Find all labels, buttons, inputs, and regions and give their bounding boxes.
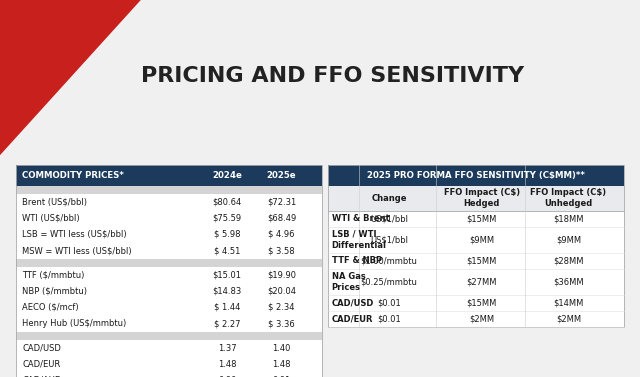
Text: $9MM: $9MM — [556, 235, 581, 244]
Text: 1.40: 1.40 — [273, 344, 291, 352]
Bar — [16, 340, 322, 356]
Text: CAD/USD: CAD/USD — [22, 344, 61, 352]
Text: TTF & NBP: TTF & NBP — [332, 256, 381, 265]
Text: $19.90: $19.90 — [267, 271, 296, 280]
Bar — [328, 227, 624, 253]
Text: $14.83: $14.83 — [212, 287, 242, 296]
Text: Brent (US$/bbl): Brent (US$/bbl) — [22, 198, 88, 207]
Text: FFO Impact (C$)
Unhedged: FFO Impact (C$) Unhedged — [531, 188, 606, 208]
Text: $0.01: $0.01 — [377, 314, 401, 323]
Text: $15MM: $15MM — [467, 298, 497, 307]
Bar — [328, 165, 624, 327]
Text: $15MM: $15MM — [467, 215, 497, 224]
Bar — [16, 372, 322, 377]
Text: 0.91: 0.91 — [273, 376, 291, 377]
Text: $ 3.36: $ 3.36 — [268, 319, 295, 328]
Text: 0.90: 0.90 — [218, 376, 236, 377]
Bar — [16, 242, 322, 259]
Text: NA Gas
Prices: NA Gas Prices — [332, 272, 365, 292]
Text: $2MM: $2MM — [469, 314, 495, 323]
Text: $15MM: $15MM — [467, 256, 497, 265]
Text: LSB = WTI less (US$/bbl): LSB = WTI less (US$/bbl) — [22, 230, 127, 239]
Text: US$1/bbl: US$1/bbl — [370, 235, 408, 244]
Bar — [16, 165, 322, 185]
Text: $ 2.34: $ 2.34 — [268, 303, 295, 312]
Bar — [328, 253, 624, 269]
Text: NBP ($/mmbtu): NBP ($/mmbtu) — [22, 287, 88, 296]
Bar — [16, 299, 322, 316]
Text: $36MM: $36MM — [553, 277, 584, 287]
Polygon shape — [0, 0, 141, 155]
Bar — [328, 311, 624, 327]
Text: $27MM: $27MM — [467, 277, 497, 287]
Bar — [16, 283, 322, 299]
Text: Henry Hub (US$/mmbtu): Henry Hub (US$/mmbtu) — [22, 319, 127, 328]
Text: $ 3.58: $ 3.58 — [268, 246, 295, 255]
Text: 1.37: 1.37 — [218, 344, 237, 352]
Text: LSB / WTI
Differential: LSB / WTI Differential — [332, 230, 387, 250]
Bar — [16, 316, 322, 332]
Text: CAD/USD: CAD/USD — [332, 298, 374, 307]
Bar — [328, 295, 624, 311]
Text: $0.25/mmbtu: $0.25/mmbtu — [361, 277, 417, 287]
Text: $28MM: $28MM — [553, 256, 584, 265]
Text: $14MM: $14MM — [553, 298, 584, 307]
Text: $15.01: $15.01 — [212, 271, 242, 280]
Text: $68.49: $68.49 — [267, 214, 296, 223]
Text: US$1/bbl: US$1/bbl — [370, 215, 408, 224]
Bar — [16, 259, 322, 267]
Text: $1.00/mmbtu: $1.00/mmbtu — [361, 256, 417, 265]
Text: $ 5.98: $ 5.98 — [214, 230, 241, 239]
Text: WTI & Brent: WTI & Brent — [332, 215, 389, 224]
Bar — [328, 211, 624, 227]
Text: MSW = WTI less (US$/bbl): MSW = WTI less (US$/bbl) — [22, 246, 132, 255]
Bar — [16, 356, 322, 372]
Bar — [16, 194, 322, 210]
Text: $80.64: $80.64 — [212, 198, 242, 207]
Text: 2025e: 2025e — [267, 171, 296, 180]
Text: AECO ($/mcf): AECO ($/mcf) — [22, 303, 79, 312]
Bar — [16, 185, 322, 194]
Bar — [16, 267, 322, 283]
Text: 2025 PRO FORMA FFO SENSITIVITY (C$MM)**: 2025 PRO FORMA FFO SENSITIVITY (C$MM)** — [367, 171, 585, 180]
Text: $0.01: $0.01 — [377, 298, 401, 307]
Text: FFO Impact (C$)
Hedged: FFO Impact (C$) Hedged — [444, 188, 520, 208]
Text: $18MM: $18MM — [553, 215, 584, 224]
Text: $ 2.27: $ 2.27 — [214, 319, 241, 328]
Text: $72.31: $72.31 — [267, 198, 296, 207]
Text: 2024e: 2024e — [212, 171, 242, 180]
Text: 1.48: 1.48 — [218, 360, 236, 369]
Bar — [16, 165, 322, 377]
Text: WTI (US$/bbl): WTI (US$/bbl) — [22, 214, 80, 223]
Text: $75.59: $75.59 — [212, 214, 242, 223]
Bar — [16, 226, 322, 242]
Text: Change: Change — [371, 194, 407, 203]
Text: 1.48: 1.48 — [273, 360, 291, 369]
Bar — [328, 269, 624, 295]
Text: $20.04: $20.04 — [267, 287, 296, 296]
Text: CAD/EUR: CAD/EUR — [22, 360, 61, 369]
Bar — [328, 185, 624, 211]
Bar — [328, 165, 624, 185]
Text: $ 4.96: $ 4.96 — [268, 230, 295, 239]
Bar — [16, 210, 322, 226]
Text: TTF ($/mmbtu): TTF ($/mmbtu) — [22, 271, 84, 280]
Text: $ 1.44: $ 1.44 — [214, 303, 241, 312]
Text: $2MM: $2MM — [556, 314, 581, 323]
Bar — [16, 332, 322, 340]
Text: CAD/AUD: CAD/AUD — [22, 376, 62, 377]
Text: CAD/EUR: CAD/EUR — [332, 314, 373, 323]
Text: COMMODITY PRICES*: COMMODITY PRICES* — [22, 171, 124, 180]
Text: PRICING AND FFO SENSITIVITY: PRICING AND FFO SENSITIVITY — [141, 66, 524, 86]
Text: $ 4.51: $ 4.51 — [214, 246, 241, 255]
Text: $9MM: $9MM — [469, 235, 495, 244]
